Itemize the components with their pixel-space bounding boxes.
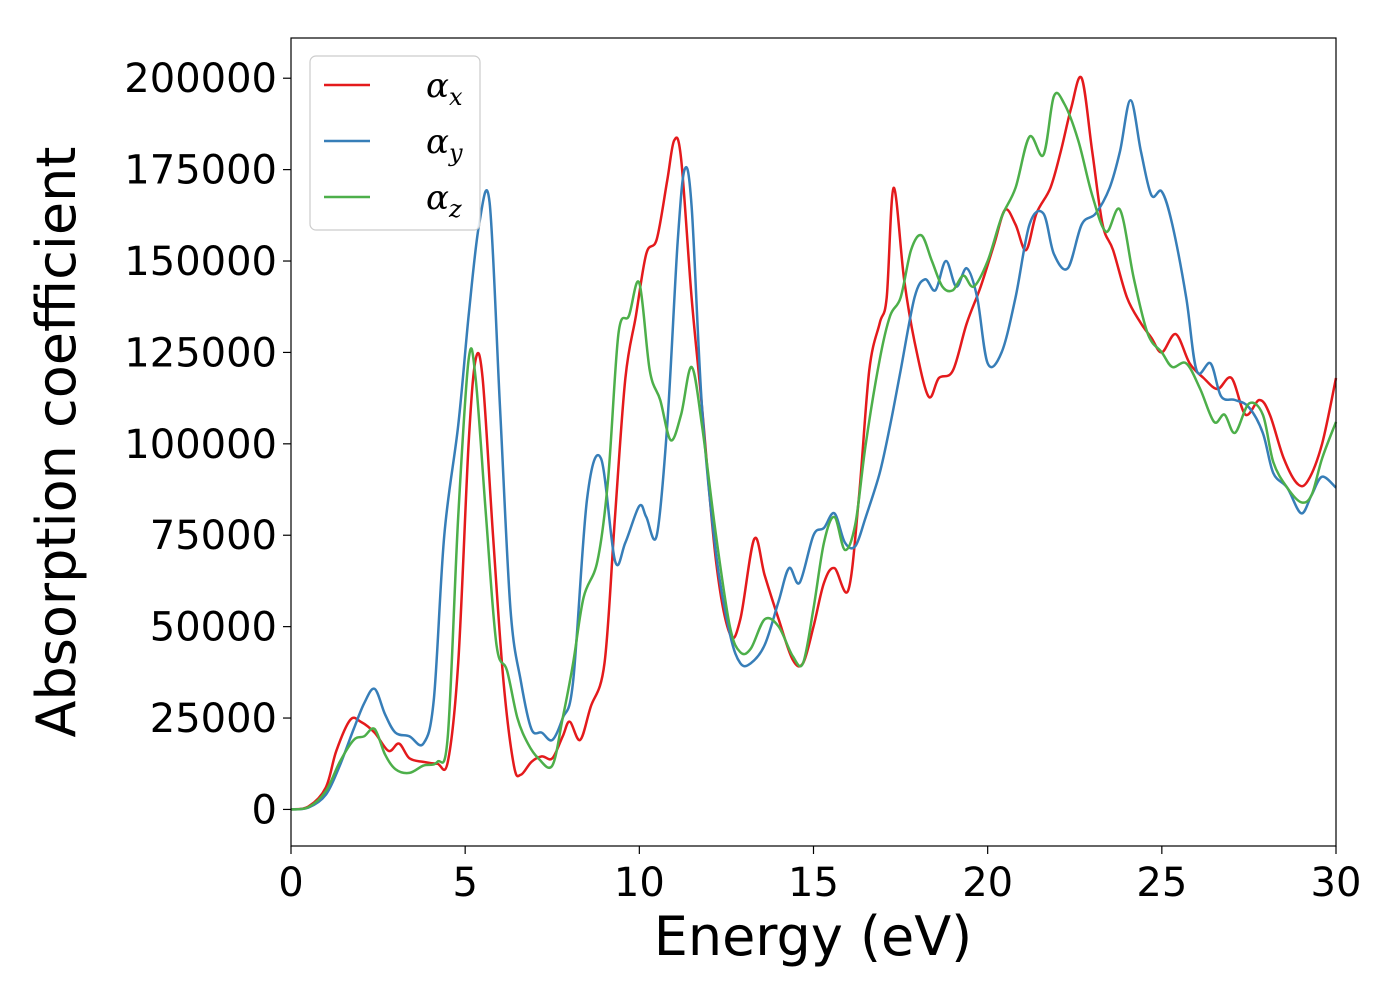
y-tick-label: 150000 <box>124 239 277 285</box>
legend: αx αy αz <box>309 55 481 231</box>
x-axis-title: Energy (eV) <box>654 905 973 968</box>
y-tick-label: 50000 <box>150 605 277 651</box>
series-line-alpha-x <box>290 75 1338 811</box>
series-layer <box>290 75 1338 811</box>
x-tick-label: 15 <box>788 860 839 906</box>
y-tick-label: 0 <box>252 787 277 833</box>
y-tick-label: 100000 <box>124 422 277 468</box>
legend-label-alpha-z: αz <box>426 178 462 223</box>
x-tick-label: 25 <box>1136 860 1187 906</box>
y-axis-title: Absorption coefficient <box>25 147 88 738</box>
y-tick-label: 75000 <box>150 513 277 559</box>
series-line-alpha-y <box>290 98 1337 811</box>
x-tick-label: 10 <box>614 860 665 906</box>
y-tick-label: 125000 <box>124 330 277 376</box>
legend-label-alpha-y: αy <box>426 122 463 167</box>
series-line-alpha-z <box>290 91 1338 811</box>
y-tick-label: 25000 <box>150 696 277 742</box>
x-tick-label: 30 <box>1311 860 1362 906</box>
legend-label-alpha-x: αx <box>426 66 463 111</box>
x-axis: 0 5 10 15 20 25 30 <box>278 846 1361 906</box>
x-tick-label: 20 <box>962 860 1013 906</box>
x-tick-label: 0 <box>278 860 303 906</box>
y-axis: 0 25000 50000 75000 100000 125000 150000 175000… <box>124 56 291 833</box>
legend-box <box>309 55 481 231</box>
y-tick-label: 175000 <box>124 148 277 194</box>
x-tick-label: 5 <box>452 860 477 906</box>
y-tick-label: 200000 <box>124 56 277 102</box>
